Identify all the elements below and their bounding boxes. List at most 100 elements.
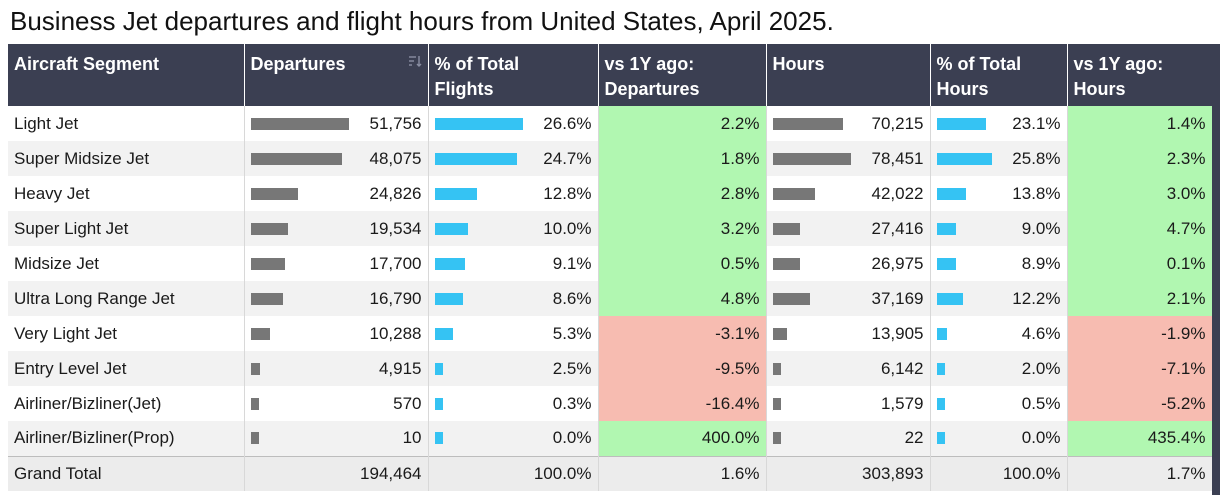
- hours-cell-value: 6,142: [880, 358, 924, 378]
- hours-cell-value: 1,579: [880, 393, 924, 413]
- table-row: Very Light Jet 10,288 5.3% -3.1% 13,905 4.6% -…: [8, 316, 1213, 351]
- segment-cell: Airliner/Bizliner(Jet): [8, 386, 245, 421]
- vs-departures-cell: 3.2%: [598, 211, 767, 246]
- segment-cell: Entry Level Jet: [8, 351, 245, 386]
- hours-cell-bar: [772, 362, 781, 375]
- departures-cell-bar: [250, 187, 298, 200]
- pct-flights-cell: 0.0%: [428, 421, 599, 456]
- vs-departures-cell: 400.0%: [598, 421, 767, 456]
- vs-departures-cell: 2.8%: [598, 176, 767, 211]
- pct-flights-cell-value: 2.5%: [552, 358, 592, 378]
- hours-cell-bar: [772, 187, 815, 200]
- hours-cell-value: 78,451: [871, 148, 924, 168]
- hours-cell-bar: [772, 292, 810, 305]
- pct-hours-cell-content: 9.0%: [936, 211, 1061, 246]
- departures-cell-content: 24,826: [250, 176, 422, 211]
- departures-cell-value: 10,288: [369, 323, 422, 343]
- pct-flights-cell-content: 10.0%: [434, 211, 592, 246]
- segment-cell: Light Jet: [8, 106, 245, 141]
- pct-flights-cell-content: 0.3%: [434, 386, 592, 421]
- header-segment[interactable]: Aircraft Segment: [8, 44, 245, 106]
- header-pct-hours[interactable]: % of Total Hours: [930, 44, 1068, 106]
- departures-cell-bar: [250, 362, 260, 375]
- header-pct-flights[interactable]: % of Total Flights: [428, 44, 599, 106]
- total-vs-departures: 1.6%: [598, 455, 767, 491]
- sort-descending-icon[interactable]: [408, 54, 422, 68]
- pct-flights-cell-bar: [434, 222, 468, 235]
- hours-cell-content: 6,142: [772, 351, 924, 386]
- departures-cell: 570: [244, 386, 429, 421]
- pct-hours-cell-value: 8.9%: [1021, 253, 1061, 273]
- departures-cell-value: 48,075: [369, 148, 422, 168]
- departures-cell-content: 4,915: [250, 351, 422, 386]
- departures-cell: 16,790: [244, 281, 429, 316]
- pct-flights-cell-content: 8.6%: [434, 281, 592, 316]
- pct-flights-cell: 24.7%: [428, 141, 599, 176]
- vs-departures-cell: 2.2%: [598, 106, 767, 141]
- header-row: Aircraft Segment Departures % of Total F…: [8, 44, 1212, 106]
- departures-cell-content: 10,288: [250, 316, 422, 351]
- departures-cell-value: 10: [402, 428, 422, 448]
- header-vs-departures[interactable]: vs 1Y ago: Departures: [598, 44, 767, 106]
- pct-hours-cell-bar: [936, 432, 945, 445]
- departures-cell-bar: [250, 327, 270, 340]
- hours-cell-value: 70,215: [871, 113, 924, 133]
- pct-hours-cell-content: 12.2%: [936, 281, 1061, 316]
- pct-hours-cell-bar: [936, 362, 945, 375]
- departures-cell-content: 17,700: [250, 246, 422, 281]
- pct-hours-cell: 8.9%: [930, 246, 1068, 281]
- hours-cell-value: 27,416: [871, 218, 924, 238]
- hours-cell-bar: [772, 327, 787, 340]
- departures-cell-content: 16,790: [250, 281, 422, 316]
- pct-flights-cell-content: 2.5%: [434, 351, 592, 386]
- pct-flights-cell-content: 0.0%: [434, 421, 592, 456]
- hours-cell-content: 26,975: [772, 246, 924, 281]
- header-vs-hours[interactable]: vs 1Y ago: Hours: [1067, 44, 1212, 106]
- header-hours-label: Hours: [772, 54, 825, 74]
- pct-flights-cell-value: 5.3%: [552, 323, 592, 343]
- hours-cell-content: 70,215: [772, 106, 924, 141]
- pct-hours-cell: 4.6%: [930, 316, 1068, 351]
- departures-cell-value: 570: [393, 393, 422, 413]
- pct-hours-cell-content: 2.0%: [936, 351, 1061, 386]
- pct-hours-cell-value: 23.1%: [1012, 113, 1061, 133]
- pct-hours-cell-value: 25.8%: [1012, 148, 1061, 168]
- vs-hours-cell: 2.3%: [1067, 141, 1213, 176]
- header-departures[interactable]: Departures: [244, 44, 429, 106]
- pct-hours-cell-value: 9.0%: [1021, 218, 1061, 238]
- header-pct-flights-label: % of Total Flights: [434, 54, 520, 99]
- pct-flights-cell: 5.3%: [428, 316, 599, 351]
- pct-hours-cell-content: 0.5%: [936, 386, 1061, 421]
- pct-flights-cell-value: 8.6%: [552, 288, 592, 308]
- pct-hours-cell-value: 0.5%: [1021, 393, 1061, 413]
- vs-hours-cell: -7.1%: [1067, 351, 1213, 386]
- pct-flights-cell-bar: [434, 397, 443, 410]
- total-pct-hours: 100.0%: [930, 455, 1068, 491]
- pct-hours-cell-bar: [936, 117, 986, 130]
- total-pct-flights: 100.0%: [428, 455, 599, 491]
- pct-flights-cell-value: 12.8%: [543, 183, 592, 203]
- hours-cell-bar: [772, 222, 800, 235]
- pct-hours-cell: 23.1%: [930, 106, 1068, 141]
- header-hours[interactable]: Hours: [766, 44, 931, 106]
- pct-hours-cell: 0.5%: [930, 386, 1068, 421]
- hours-cell-content: 27,416: [772, 211, 924, 246]
- hours-cell-value: 13,905: [871, 323, 924, 343]
- pct-flights-cell-bar: [434, 327, 453, 340]
- segment-cell: Very Light Jet: [8, 316, 245, 351]
- pct-flights-cell-bar: [434, 257, 465, 270]
- departures-cell-content: 10: [250, 421, 422, 456]
- segment-cell: Ultra Long Range Jet: [8, 281, 245, 316]
- hours-cell-content: 37,169: [772, 281, 924, 316]
- pct-flights-cell-value: 0.0%: [552, 428, 592, 448]
- grand-total-row: Grand Total 194,464 100.0% 1.6% 303,893 …: [8, 455, 1213, 491]
- pct-flights-cell: 10.0%: [428, 211, 599, 246]
- hours-cell-value: 42,022: [871, 183, 924, 203]
- pct-flights-cell-value: 0.3%: [552, 393, 592, 413]
- hours-cell-value: 26,975: [871, 253, 924, 273]
- hours-cell: 27,416: [766, 211, 931, 246]
- departures-cell-bar: [250, 432, 259, 445]
- vs-hours-cell: 2.1%: [1067, 281, 1213, 316]
- pct-hours-cell-value: 12.2%: [1012, 288, 1061, 308]
- pct-hours-cell-bar: [936, 222, 956, 235]
